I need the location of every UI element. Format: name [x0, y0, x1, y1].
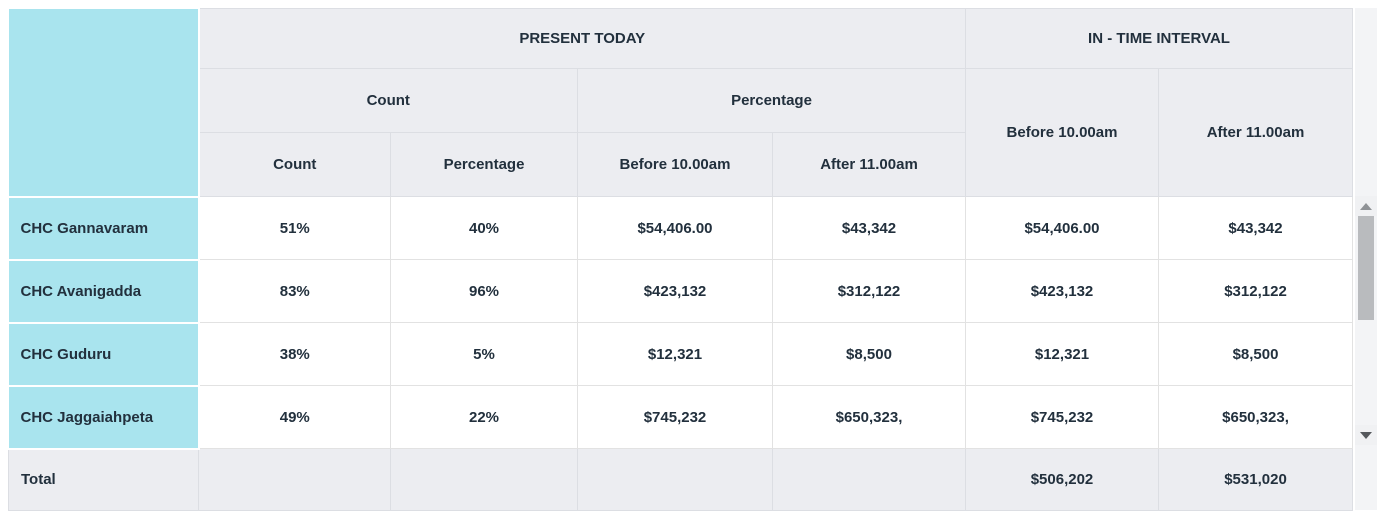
- header-sub-count: Count: [198, 132, 391, 197]
- cell-count: 49%: [198, 385, 391, 449]
- total-label: Total: [8, 448, 199, 511]
- header-interval-after: After 11.00am: [1157, 68, 1354, 197]
- cell-before: $423,132: [577, 259, 773, 323]
- attendance-table: PRESENT TODAY IN - TIME INTERVAL Count P…: [8, 8, 1354, 511]
- header-in-time-interval: IN - TIME INTERVAL: [964, 8, 1354, 69]
- total-empty-cell: [390, 448, 578, 511]
- cell-after: $312,122: [772, 259, 966, 323]
- header-interval-before: Before 10.00am: [965, 68, 1159, 197]
- cell-before: $745,232: [577, 385, 773, 449]
- table-row: CHC Jaggaiahpeta 49% 22% $745,232 $650,3…: [8, 385, 1354, 450]
- cell-interval-after: $43,342: [1157, 196, 1354, 260]
- row-label: CHC Avanigadda: [8, 259, 200, 324]
- cell-percentage: 5%: [390, 322, 578, 386]
- cell-interval-before: $54,406.00: [965, 196, 1159, 260]
- scroll-up-icon: [1360, 202, 1373, 210]
- table-corner-cell: [8, 8, 200, 198]
- cell-count: 83%: [198, 259, 391, 323]
- total-interval-before: $506,202: [965, 448, 1159, 511]
- cell-interval-before: $423,132: [965, 259, 1159, 323]
- cell-count: 51%: [198, 196, 391, 260]
- cell-interval-after: $650,323,: [1157, 385, 1354, 449]
- scrollbar-thumb[interactable]: [1358, 216, 1375, 320]
- total-interval-after: $531,020: [1157, 448, 1354, 511]
- header-count-group: Count: [198, 68, 578, 133]
- header-sub-percentage: Percentage: [390, 132, 578, 197]
- cell-before: $54,406.00: [577, 196, 773, 260]
- header-sub-after: After 11.00am: [772, 132, 966, 197]
- row-label: CHC Guduru: [8, 322, 200, 387]
- cell-before: $12,321: [577, 322, 773, 386]
- cell-after: $8,500: [772, 322, 966, 386]
- cell-after: $43,342: [772, 196, 966, 260]
- scroll-up-button[interactable]: [1355, 196, 1378, 216]
- total-empty-cell: [198, 448, 391, 511]
- header-present-today: PRESENT TODAY: [198, 8, 966, 69]
- scroll-down-icon: [1360, 431, 1373, 439]
- table-row: CHC Avanigadda 83% 96% $423,132 $312,122…: [8, 259, 1354, 324]
- cell-count: 38%: [198, 322, 391, 386]
- cell-percentage: 96%: [390, 259, 578, 323]
- cell-interval-before: $12,321: [965, 322, 1159, 386]
- attendance-table-widget: PRESENT TODAY IN - TIME INTERVAL Count P…: [8, 8, 1378, 511]
- total-row: Total $506,202 $531,020: [8, 448, 1354, 511]
- header-row-subgroups: Count Percentage Before 10.00am After 11…: [9, 68, 1354, 197]
- cell-after: $650,323,: [772, 385, 966, 449]
- total-empty-cell: [772, 448, 966, 511]
- header-percentage-group: Percentage: [577, 68, 966, 133]
- table-row: CHC Guduru 38% 5% $12,321 $8,500 $12,321…: [8, 322, 1354, 387]
- cell-interval-after: $312,122: [1157, 259, 1354, 323]
- total-empty-cell: [577, 448, 773, 511]
- table-row: CHC Gannavaram 51% 40% $54,406.00 $43,34…: [8, 196, 1354, 261]
- scroll-down-button[interactable]: [1355, 425, 1378, 445]
- row-label: CHC Gannavaram: [8, 196, 200, 261]
- header-sub-before: Before 10.00am: [577, 132, 773, 197]
- vertical-scrollbar[interactable]: [1355, 8, 1378, 510]
- cell-percentage: 22%: [390, 385, 578, 449]
- cell-percentage: 40%: [390, 196, 578, 260]
- cell-interval-after: $8,500: [1157, 322, 1354, 386]
- header-row-groups: PRESENT TODAY IN - TIME INTERVAL: [8, 8, 1354, 198]
- cell-interval-before: $745,232: [965, 385, 1159, 449]
- row-label: CHC Jaggaiahpeta: [8, 385, 200, 450]
- header-row-leaf: Count Percentage Before 10.00am After 11…: [9, 132, 1353, 197]
